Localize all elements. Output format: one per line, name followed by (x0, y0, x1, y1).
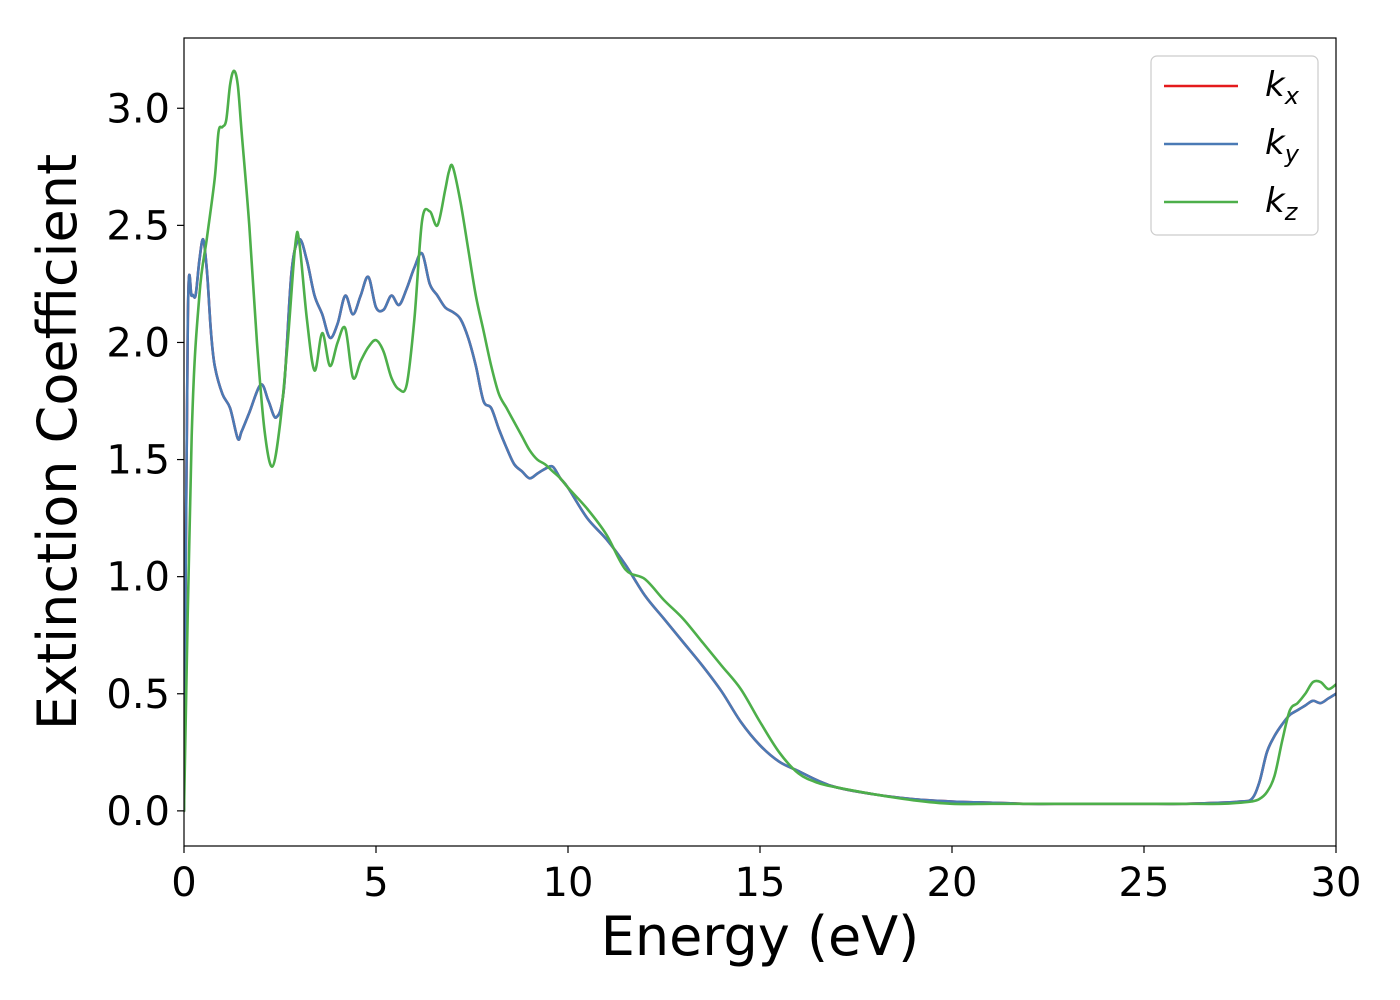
y-tick-label: 2.5 (106, 203, 170, 249)
y-ticks: 0.0 0.5 1.0 1.5 2.0 2.5 3.0 (106, 86, 184, 835)
x-ticks: 0 5 10 15 20 25 30 (171, 846, 1361, 906)
legend-label-subscript: x (1284, 82, 1300, 110)
x-tick-label: 5 (363, 860, 388, 906)
x-tick-label: 0 (171, 860, 196, 906)
series-layer (184, 69, 1336, 813)
y-tick-label: 1.5 (106, 438, 170, 484)
x-tick-label: 15 (735, 860, 786, 906)
y-tick-label: 0.5 (106, 672, 170, 718)
x-axis-title: Energy (eV) (601, 905, 920, 968)
y-tick-label: 3.0 (106, 86, 170, 132)
x-tick-label: 30 (1311, 860, 1362, 906)
y-tick-label: 0.0 (106, 789, 170, 835)
series-line-kz (184, 69, 1336, 813)
legend-box (1150, 55, 1319, 236)
legend-label-kx: kx (1265, 65, 1300, 110)
legend-label-subscript: z (1284, 198, 1299, 226)
y-axis-title: Extinction Coefficient (26, 154, 89, 730)
legend-label-base: k (1265, 181, 1286, 221)
y-tick-label: 2.0 (106, 320, 170, 366)
legend-label-kz: kz (1265, 181, 1299, 226)
legend-label-subscript: y (1284, 140, 1300, 168)
legend-label-base: k (1265, 65, 1286, 105)
x-tick-label: 20 (927, 860, 978, 906)
legend-label-ky: ky (1265, 123, 1300, 168)
x-tick-label: 10 (543, 860, 594, 906)
legend-label-base: k (1265, 123, 1286, 163)
x-tick-label: 25 (1119, 860, 1170, 906)
y-tick-label: 1.0 (106, 555, 170, 601)
